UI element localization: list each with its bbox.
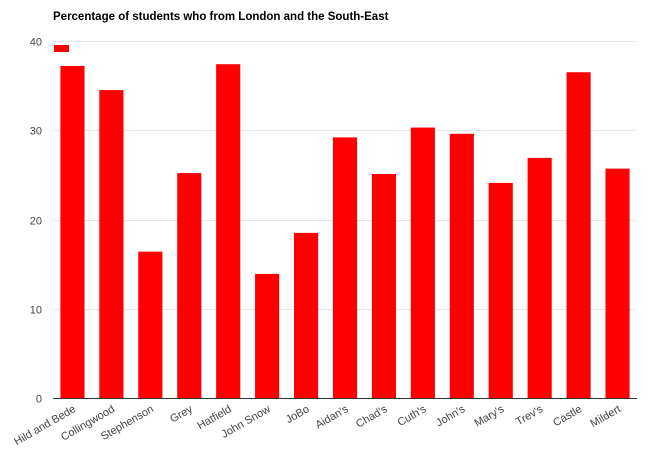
bar (138, 251, 163, 398)
x-tick-label: Cuth's (396, 403, 429, 429)
x-tick-label: Grey (168, 403, 195, 426)
y-tick-label: 30 (30, 126, 42, 138)
y-tick-label: 40 (30, 37, 42, 49)
bar (255, 273, 280, 398)
bar (449, 133, 474, 398)
y-tick-label: 10 (30, 305, 42, 317)
y-tick-label: 20 (30, 216, 42, 228)
bar (605, 168, 630, 398)
x-tick-label: Castle (551, 403, 584, 429)
bar (527, 157, 552, 398)
x-tick-label: Trev's (514, 403, 546, 428)
legend-swatch (54, 45, 69, 52)
x-tick-label: Aidan's (314, 403, 351, 432)
bar (371, 173, 396, 398)
bar (60, 65, 85, 399)
bar (216, 64, 241, 399)
bar (99, 90, 124, 398)
bar (488, 182, 513, 398)
x-tick-label: JoBo (284, 403, 312, 426)
bar (294, 232, 319, 398)
bar (332, 137, 358, 398)
bar (410, 127, 435, 398)
x-tick-label: Mildert (588, 403, 623, 430)
bar (177, 173, 202, 398)
bars (60, 64, 630, 399)
chart-title: Percentage of students who from London a… (53, 11, 389, 23)
x-tick-label: Chad's (354, 403, 390, 431)
x-tick-label: Mary's (472, 403, 506, 430)
x-tick-label: John's (434, 403, 468, 429)
bar (566, 72, 591, 399)
y-tick-label: 0 (36, 394, 42, 406)
y-axis-ticks: 0 10 20 30 40 (30, 37, 42, 406)
